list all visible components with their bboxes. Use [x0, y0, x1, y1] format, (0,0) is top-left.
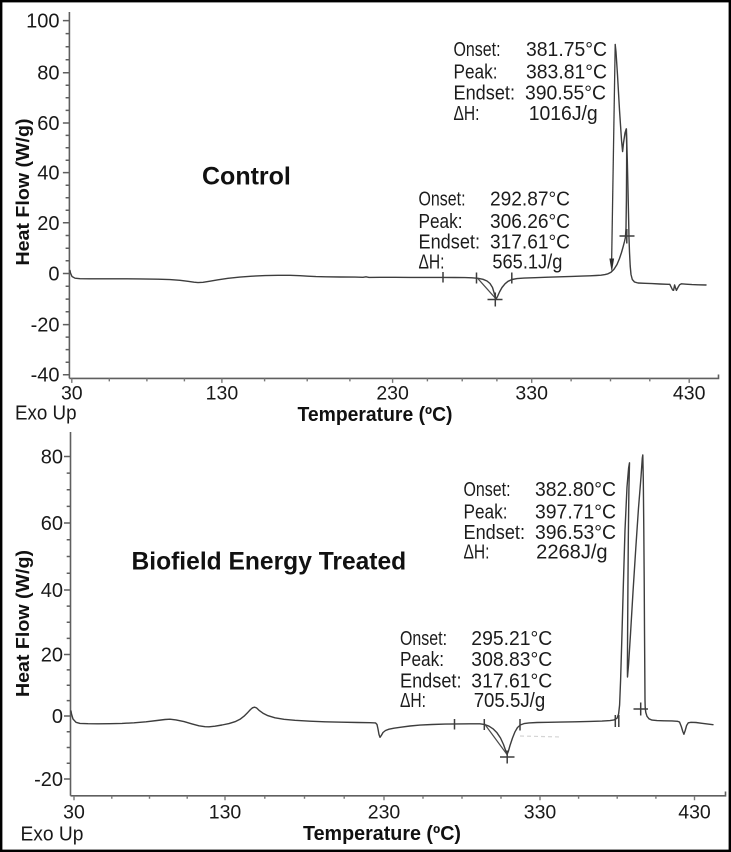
- svg-text:-20: -20: [34, 769, 63, 791]
- svg-text:60: 60: [37, 113, 59, 135]
- svg-text:330: 330: [515, 383, 548, 405]
- svg-text:295.21°C: 295.21°C: [471, 628, 552, 650]
- svg-text:0: 0: [48, 264, 59, 286]
- svg-text:ΔH:: ΔH:: [454, 103, 480, 125]
- svg-text:230: 230: [376, 383, 409, 405]
- svg-text:ΔH:: ΔH:: [464, 542, 490, 564]
- svg-text:30: 30: [63, 802, 85, 824]
- svg-text:Peak:: Peak:: [454, 62, 498, 84]
- svg-text:Onset:: Onset:: [419, 189, 466, 211]
- svg-text:ΔH:: ΔH:: [400, 690, 426, 712]
- svg-text:40: 40: [37, 163, 59, 185]
- svg-text:Heat Flow (W/g): Heat Flow (W/g): [13, 118, 33, 265]
- svg-text:20: 20: [37, 213, 59, 235]
- svg-text:430: 430: [673, 383, 706, 405]
- svg-text:-40: -40: [31, 365, 60, 387]
- svg-text:2268J/g: 2268J/g: [536, 542, 607, 564]
- svg-text:397.71°C: 397.71°C: [535, 502, 616, 524]
- svg-text:1016J/g: 1016J/g: [529, 103, 598, 125]
- svg-text:Peak:: Peak:: [419, 211, 463, 233]
- svg-text:308.83°C: 308.83°C: [471, 649, 552, 671]
- svg-text:306.26°C: 306.26°C: [490, 211, 570, 233]
- svg-text:317.61°C: 317.61°C: [490, 232, 570, 254]
- svg-text:130: 130: [206, 383, 239, 405]
- svg-text:Endset:: Endset:: [400, 671, 462, 693]
- svg-text:Exo Up: Exo Up: [21, 824, 84, 846]
- svg-text:0: 0: [52, 706, 63, 728]
- svg-text:Endset:: Endset:: [464, 522, 526, 544]
- svg-text:80: 80: [41, 447, 63, 469]
- svg-text:383.81°C: 383.81°C: [526, 62, 607, 84]
- svg-text:-20: -20: [31, 315, 60, 337]
- svg-text:80: 80: [37, 63, 59, 85]
- svg-text:317.61°C: 317.61°C: [471, 671, 552, 693]
- svg-text:705.5J/g: 705.5J/g: [474, 690, 546, 712]
- svg-text:381.75°C: 381.75°C: [526, 39, 607, 61]
- svg-text:Endset:: Endset:: [454, 83, 516, 105]
- svg-text:100: 100: [26, 11, 59, 33]
- svg-text:Onset:: Onset:: [400, 628, 447, 650]
- svg-text:430: 430: [678, 802, 711, 824]
- svg-text:390.55°C: 390.55°C: [525, 83, 606, 105]
- svg-text:565.1J/g: 565.1J/g: [492, 252, 562, 274]
- svg-text:Onset:: Onset:: [464, 479, 511, 501]
- svg-text:292.87°C: 292.87°C: [490, 189, 570, 211]
- svg-text:Peak:: Peak:: [464, 502, 508, 524]
- svg-text:Endset:: Endset:: [419, 232, 481, 254]
- svg-text:Control: Control: [202, 163, 291, 191]
- svg-text:330: 330: [524, 802, 557, 824]
- svg-text:Biofield Energy Treated: Biofield Energy Treated: [132, 549, 407, 576]
- svg-text:20: 20: [41, 645, 63, 667]
- svg-text:396.53°C: 396.53°C: [535, 522, 616, 544]
- svg-text:Temperature (ºC): Temperature (ºC): [298, 403, 453, 426]
- svg-text:Heat Flow (W/g): Heat Flow (W/g): [13, 550, 33, 697]
- svg-text:130: 130: [209, 802, 242, 824]
- svg-text:230: 230: [368, 802, 401, 824]
- svg-text:Exo Up: Exo Up: [15, 403, 77, 425]
- svg-text:40: 40: [41, 580, 63, 602]
- svg-text:Temperature (ºC): Temperature (ºC): [303, 822, 461, 845]
- svg-text:382.80°C: 382.80°C: [535, 479, 616, 501]
- svg-text:60: 60: [41, 513, 63, 535]
- svg-text:Onset:: Onset:: [454, 39, 501, 61]
- svg-text:30: 30: [61, 383, 83, 405]
- svg-text:ΔH:: ΔH:: [419, 252, 445, 274]
- svg-text:Peak:: Peak:: [400, 649, 444, 671]
